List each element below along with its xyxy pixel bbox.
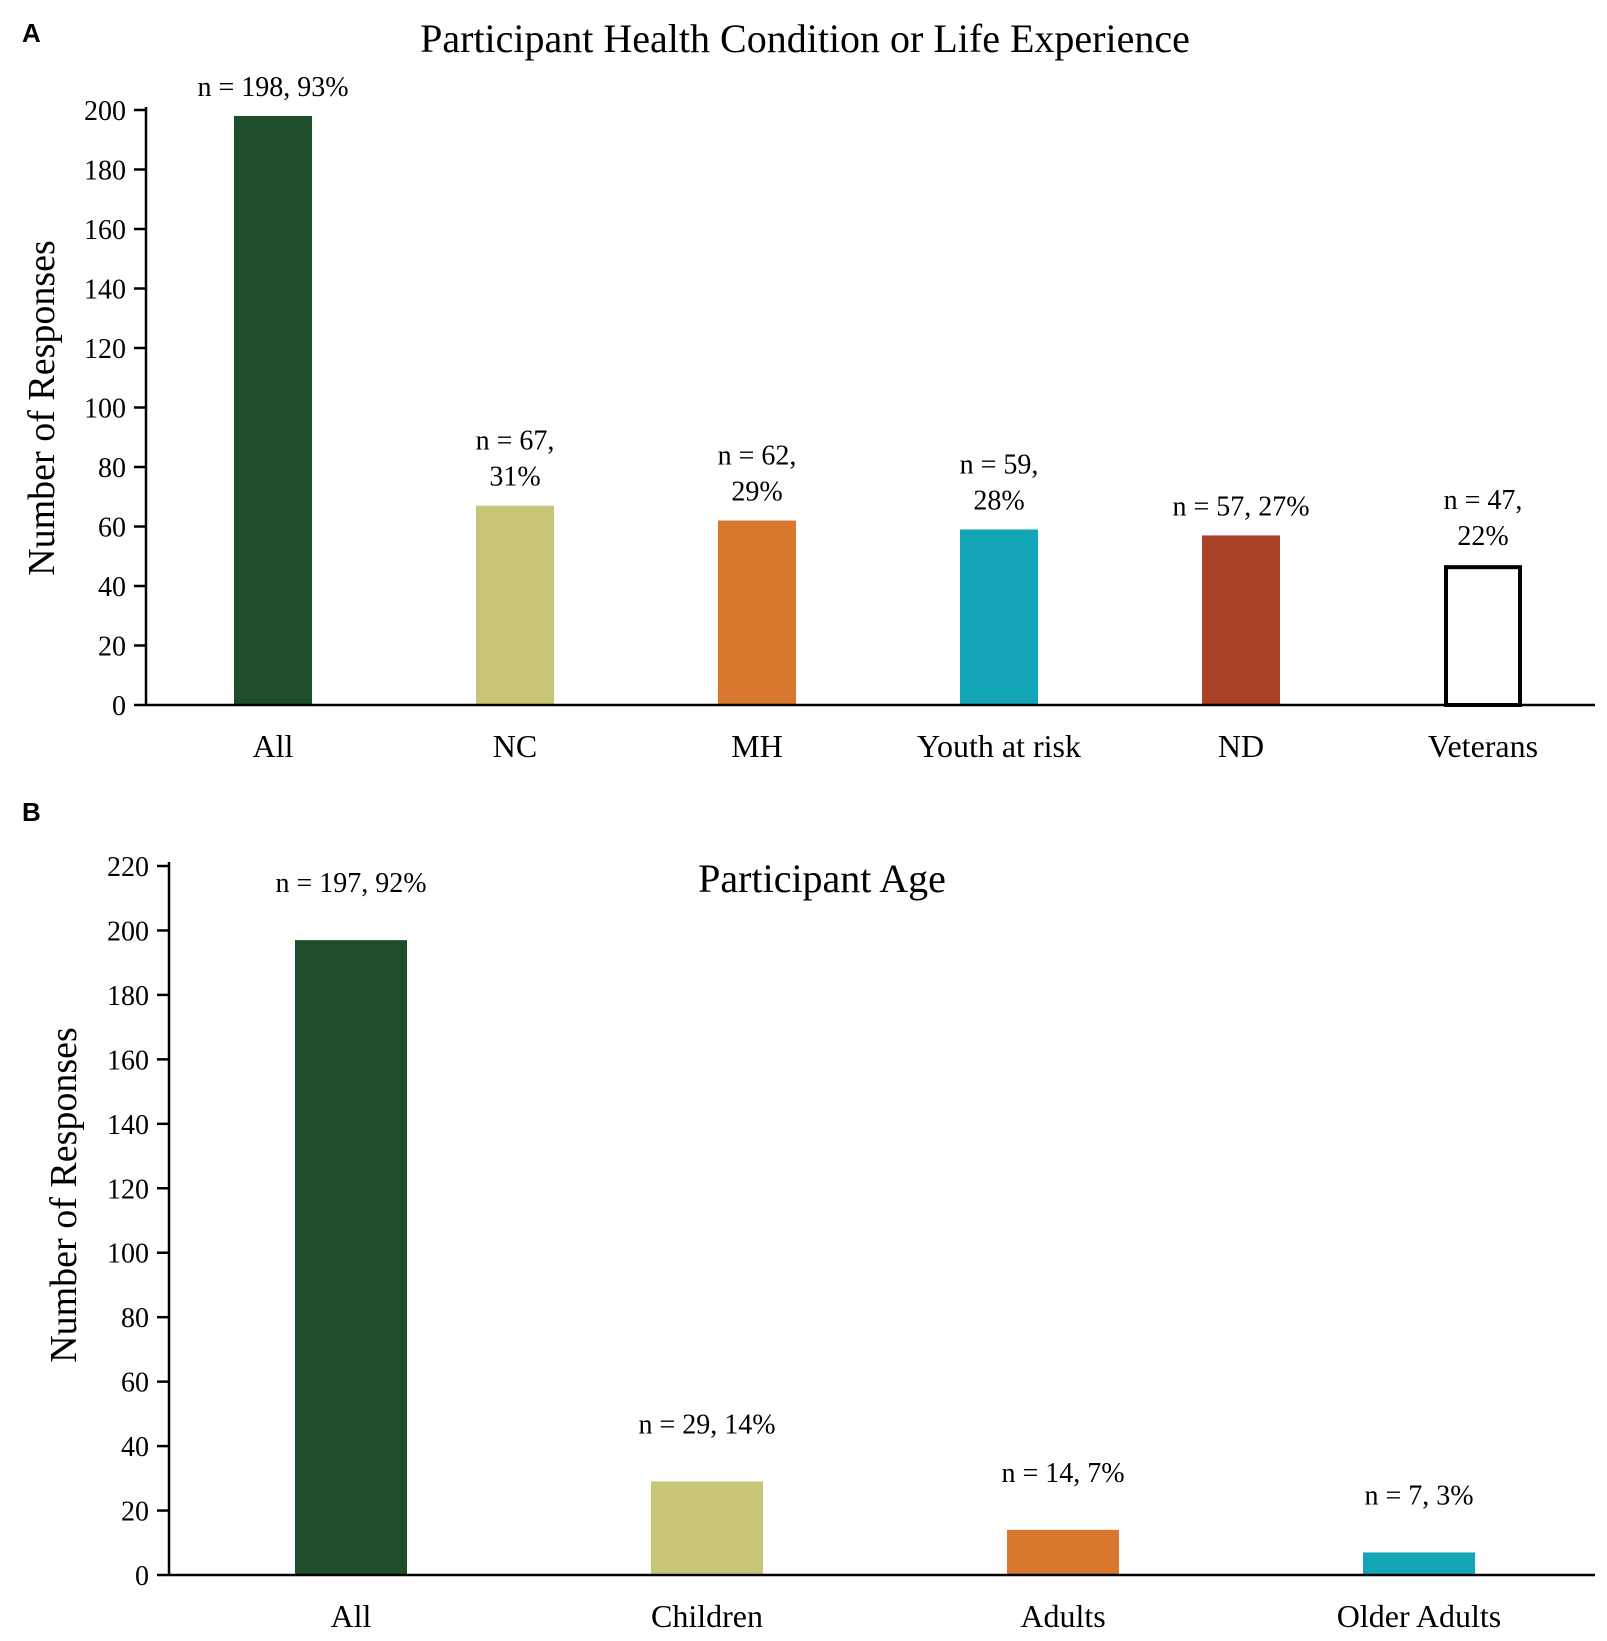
panel-b-y-tick-label: 80 bbox=[121, 1303, 149, 1334]
panel-b-y-tick-label: 40 bbox=[121, 1432, 149, 1463]
panel-b: B Participant Age Number of Responses 0 2… bbox=[22, 797, 1595, 1634]
panel-a-y-axis-label: Number of Responses bbox=[21, 240, 63, 576]
panel-a-label: A bbox=[22, 18, 41, 48]
panel-a-x-categories: All NC MH Youth at risk ND Veterans bbox=[253, 728, 1539, 764]
panel-b-data-label: n = 14, 7% bbox=[1001, 1458, 1124, 1489]
panel-a-y-tick-label: 180 bbox=[84, 156, 126, 187]
panel-a-y-tick-label: 120 bbox=[84, 334, 126, 365]
panel-b-bars bbox=[295, 940, 1475, 1575]
panel-b-y-tick-label: 140 bbox=[107, 1110, 149, 1141]
panel-a-x-category-label: NC bbox=[493, 728, 537, 764]
panel-a-y-tick-label: 40 bbox=[98, 572, 126, 603]
panel-b-bar-children bbox=[651, 1481, 763, 1575]
panel-a-y-tick-label: 200 bbox=[84, 96, 126, 127]
panel-a-data-label: n = 57, 27% bbox=[1172, 491, 1309, 522]
panel-a-bar-all bbox=[234, 115, 312, 705]
panel-b-bar-older-adults bbox=[1363, 1552, 1475, 1575]
panel-b-y-axis-label: Number of Responses bbox=[43, 1027, 85, 1363]
panel-b-x-category-label: All bbox=[331, 1598, 372, 1634]
panel-b-y-tick-label: 60 bbox=[121, 1368, 149, 1399]
panel-b-data-label: n = 197, 92% bbox=[275, 868, 426, 899]
panel-b-y-tick-label: 20 bbox=[121, 1497, 149, 1528]
panel-a-x-category-label: ND bbox=[1218, 728, 1264, 764]
panel-a-data-label: 22% bbox=[1457, 521, 1508, 552]
panel-a-bar-mh bbox=[718, 520, 796, 705]
panel-a-data-label: n = 62, bbox=[718, 441, 797, 472]
panel-a-data-label: n = 47, bbox=[1444, 485, 1523, 516]
panel-b-label: B bbox=[22, 797, 41, 827]
panel-a-y-ticks: 0 20 40 60 80 100 120 140 160 180 200 bbox=[84, 96, 146, 722]
panel-a-data-label: n = 198, 93% bbox=[197, 72, 348, 103]
panel-b-bar-adults bbox=[1007, 1529, 1119, 1575]
panel-b-y-ticks: 0 20 40 60 80 100 120 140 160 180 200 220 bbox=[107, 852, 169, 1592]
panel-a: A Participant Health Condition or Life E… bbox=[21, 16, 1595, 764]
panel-a-y-tick-label: 60 bbox=[98, 513, 126, 544]
panel-a-data-labels: n = 198, 93% n = 67, 31% n = 62, 29% n = 59, 2… bbox=[197, 72, 1522, 552]
panel-a-x-category-label: Veterans bbox=[1428, 728, 1538, 764]
panel-a-y-tick-label: 20 bbox=[98, 632, 126, 663]
panel-a-x-category-label: All bbox=[253, 728, 294, 764]
panel-b-y-tick-label: 120 bbox=[107, 1174, 149, 1205]
panel-a-data-label: n = 59, bbox=[960, 449, 1039, 480]
panel-b-bar-all bbox=[295, 940, 407, 1575]
panel-a-x-category-label: MH bbox=[731, 728, 783, 764]
panel-b-x-category-label: Older Adults bbox=[1337, 1598, 1501, 1634]
panel-a-y-tick-label: 160 bbox=[84, 215, 126, 246]
panel-a-y-tick-label: 140 bbox=[84, 275, 126, 306]
panel-b-x-category-label: Children bbox=[651, 1598, 763, 1634]
panel-a-bar-nd bbox=[1202, 535, 1280, 705]
panel-b-x-category-label: Adults bbox=[1020, 1598, 1105, 1634]
panel-a-data-label: 29% bbox=[731, 477, 782, 508]
panel-b-y-tick-label: 0 bbox=[135, 1561, 149, 1592]
panel-b-data-label: n = 7, 3% bbox=[1364, 1480, 1473, 1511]
panel-b-y-tick-label: 180 bbox=[107, 981, 149, 1012]
panel-a-bar-veterans bbox=[1444, 565, 1522, 707]
panel-b-x-categories: All Children Adults Older Adults bbox=[331, 1598, 1502, 1634]
panel-a-y-tick-label: 100 bbox=[84, 394, 126, 425]
panel-a-bar-nc bbox=[476, 505, 554, 705]
panel-a-x-category-label: Youth at risk bbox=[917, 728, 1081, 764]
panel-a-data-label: n = 67, bbox=[476, 426, 555, 457]
panel-b-y-tick-label: 100 bbox=[107, 1239, 149, 1270]
panel-b-y-tick-label: 160 bbox=[107, 1045, 149, 1076]
panel-b-title: Participant Age bbox=[698, 856, 946, 901]
panel-a-bars bbox=[234, 115, 1522, 707]
panel-b-y-tick-label: 200 bbox=[107, 916, 149, 947]
panel-a-data-label: 28% bbox=[973, 485, 1024, 516]
panel-a-y-tick-label: 80 bbox=[98, 453, 126, 484]
panel-a-y-tick-label: 0 bbox=[112, 691, 126, 722]
panel-b-data-label: n = 29, 14% bbox=[638, 1410, 775, 1441]
panel-a-bar-youth-at-risk bbox=[960, 529, 1038, 705]
panel-a-data-label: 31% bbox=[489, 462, 540, 493]
panel-b-data-labels: n = 197, 92% n = 29, 14% n = 14, 7% n = 7, … bbox=[275, 868, 1473, 1511]
panel-a-title: Participant Health Condition or Life Exp… bbox=[420, 16, 1190, 61]
panel-b-y-tick-label: 220 bbox=[107, 852, 149, 883]
